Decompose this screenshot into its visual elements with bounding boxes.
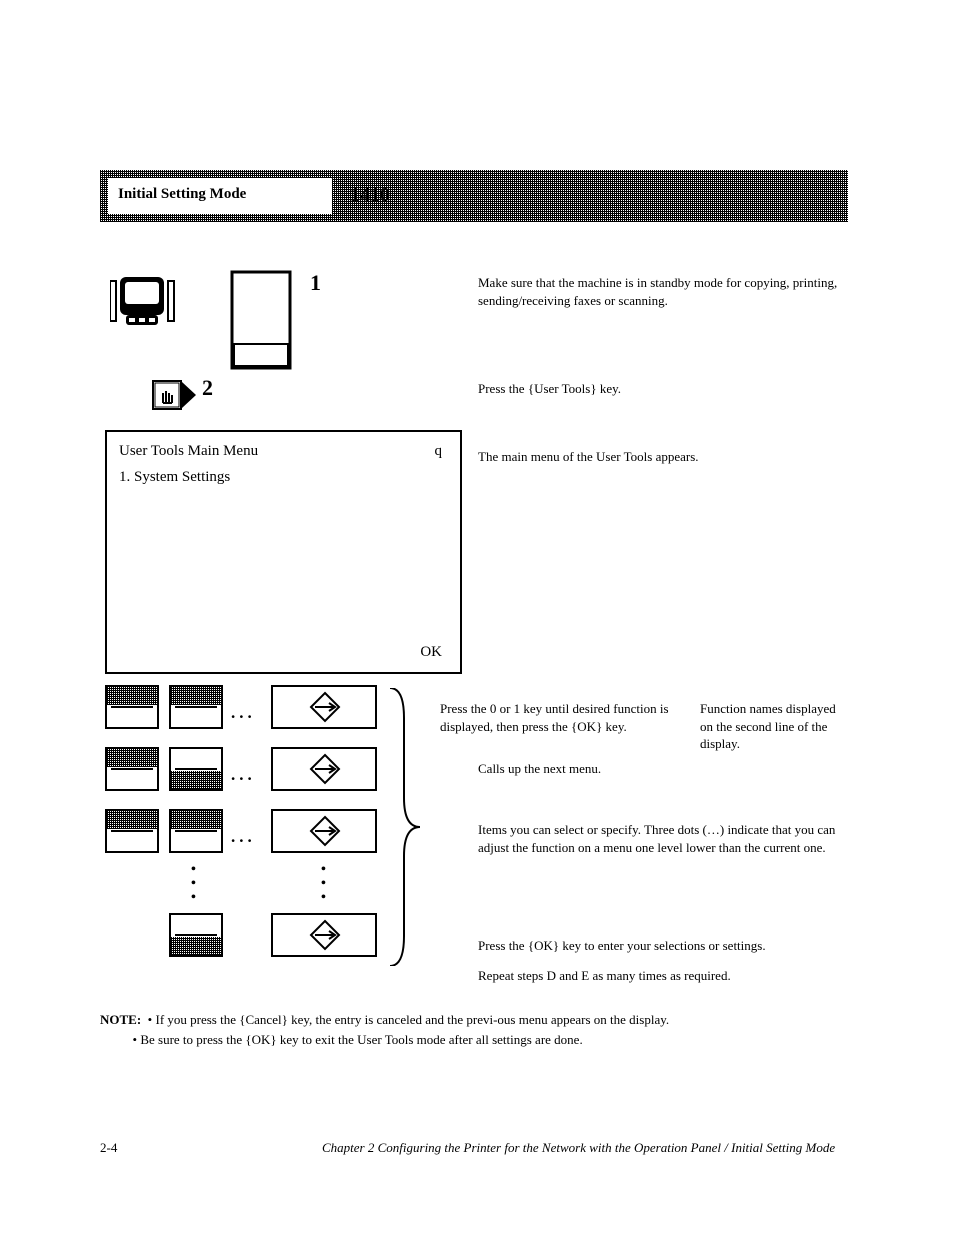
step-2-text: Press the {User Tools} key. [478, 380, 848, 398]
step-number-1: 1 [310, 270, 321, 296]
cell [169, 809, 223, 853]
section-title: Initial Setting Mode [108, 178, 332, 211]
note-label: NOTE: [100, 1012, 141, 1027]
note-line-2: Be sure to press the {OK} key to exit th… [140, 1032, 582, 1047]
cell [169, 913, 223, 957]
cell [169, 747, 223, 791]
panel-title: User Tools Main Menu [119, 442, 258, 461]
note-block: NOTE: • If you press the {Cancel} key, t… [100, 1010, 848, 1049]
step-1-text: Make sure that the machine is in standby… [478, 274, 848, 309]
diagram-caption-6: Repeat steps D and E as many times as re… [478, 967, 848, 985]
diagram-caption-2: Function names displayed on the second l… [700, 700, 850, 753]
panel-ok: OK [420, 643, 442, 662]
chapter-footer: Chapter 2 Configuring the Printer for th… [322, 1140, 835, 1156]
enter-box [271, 913, 377, 957]
display-panel: User Tools Main Menu q 1. System Setting… [105, 430, 462, 674]
cell [105, 747, 159, 791]
step-2-result: The main menu of the User Tools appears. [478, 448, 848, 466]
brace-icon [386, 688, 422, 966]
diagram-caption-5: Press the {OK} key to enter your selecti… [478, 937, 848, 955]
vdots-icon: ••• [191, 863, 196, 905]
enter-box [271, 747, 377, 791]
diagram-caption-4: Items you can select or specify. Three d… [478, 821, 848, 856]
cell [169, 685, 223, 729]
section-number: 1410 [350, 184, 390, 207]
cell [105, 685, 159, 729]
section-header-bar: Initial Setting Mode 1410 [100, 170, 848, 222]
cell [105, 809, 159, 853]
step-number-2: 2 [202, 375, 213, 401]
section-header-box: Initial Setting Mode [108, 178, 332, 214]
diagram-caption-1: Press the 0 or 1 key until desired funct… [440, 700, 685, 735]
ellipsis-icon: ... [231, 765, 256, 785]
ellipsis-icon: ... [231, 827, 256, 847]
diagram-caption-3: Calls up the next menu. [478, 760, 848, 778]
monitor-icon [110, 275, 180, 335]
enter-box [271, 685, 377, 729]
panel-item: 1. System Settings [119, 468, 230, 487]
user-tools-key-icon [152, 380, 196, 414]
vdots-icon: ••• [321, 863, 326, 905]
note-line-1: If you press the {Cancel} key, the entry… [155, 1012, 669, 1027]
panel-arrow: q [435, 442, 443, 461]
enter-box [271, 809, 377, 853]
door-icon [230, 270, 292, 370]
ellipsis-icon: ... [231, 703, 256, 723]
page-number: 2-4 [100, 1140, 117, 1156]
